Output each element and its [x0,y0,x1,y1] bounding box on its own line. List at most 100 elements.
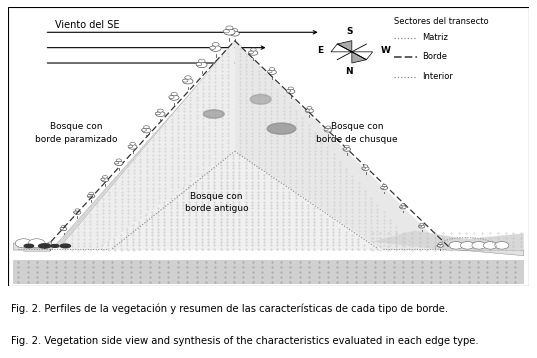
Circle shape [130,142,135,145]
Circle shape [46,244,50,246]
Polygon shape [24,41,235,251]
Polygon shape [235,41,446,250]
Text: Bosque con
borde de chusque: Bosque con borde de chusque [316,122,398,144]
Circle shape [250,48,256,51]
Ellipse shape [51,245,59,247]
Circle shape [169,95,179,100]
Polygon shape [331,44,352,52]
Circle shape [47,244,53,247]
Circle shape [103,175,107,178]
Circle shape [419,225,425,228]
Circle shape [196,63,202,66]
Circle shape [60,228,63,229]
Ellipse shape [24,244,34,248]
Circle shape [307,106,312,109]
Circle shape [343,148,347,150]
Circle shape [286,90,291,92]
Circle shape [89,192,93,195]
Circle shape [381,187,384,188]
Circle shape [155,112,161,115]
Circle shape [101,178,109,182]
Circle shape [460,242,475,249]
Ellipse shape [204,110,224,118]
Circle shape [381,186,388,190]
Text: Fig. 2. Perfiles de la vegetación y resumen de las características de cada tipo : Fig. 2. Perfiles de la vegetación y resu… [11,304,448,314]
Circle shape [197,62,207,68]
Text: Sectores del transecto: Sectores del transecto [394,17,488,26]
Circle shape [87,195,91,197]
Circle shape [185,76,191,79]
Circle shape [288,87,293,90]
Circle shape [437,245,440,246]
Circle shape [483,242,497,249]
Polygon shape [60,41,235,250]
Circle shape [116,159,121,162]
Circle shape [267,71,272,73]
Circle shape [101,178,105,180]
Circle shape [88,194,95,198]
Text: Matriz: Matriz [422,33,448,42]
Circle shape [128,145,137,149]
Circle shape [495,242,509,249]
Circle shape [305,109,309,111]
Circle shape [418,225,422,227]
Circle shape [306,108,314,113]
Circle shape [224,29,235,35]
Polygon shape [446,249,524,256]
Text: N: N [345,67,353,76]
Circle shape [400,206,403,208]
Circle shape [270,68,275,71]
Circle shape [420,223,424,225]
Circle shape [343,147,351,151]
Circle shape [400,205,406,209]
Circle shape [48,242,52,244]
Bar [13,260,524,284]
Circle shape [382,184,387,187]
Circle shape [74,211,77,213]
Circle shape [171,92,177,96]
Circle shape [231,29,237,32]
Circle shape [362,167,369,170]
Text: W: W [381,46,390,55]
Ellipse shape [39,244,50,248]
Circle shape [439,243,442,245]
Ellipse shape [267,123,296,134]
Circle shape [268,70,277,74]
Circle shape [324,128,332,132]
Circle shape [345,145,349,148]
Circle shape [230,31,240,36]
Circle shape [157,109,163,112]
Circle shape [74,211,81,214]
Circle shape [438,244,443,247]
Circle shape [401,204,405,206]
Text: Fig. 2. Vegetation side view and synthesis of the characteristics evaluated in e: Fig. 2. Vegetation side view and synthes… [11,336,478,346]
Text: Borde: Borde [422,52,447,61]
Circle shape [183,79,188,82]
Text: Interior: Interior [422,72,453,81]
Circle shape [61,226,66,228]
Circle shape [364,165,368,167]
Circle shape [199,59,205,63]
Text: S: S [346,28,352,37]
Circle shape [362,167,366,169]
Circle shape [249,50,258,55]
Circle shape [326,126,331,129]
Circle shape [324,129,328,131]
Polygon shape [337,41,352,52]
Polygon shape [97,151,383,250]
Circle shape [249,51,253,54]
Circle shape [210,45,221,51]
Circle shape [115,161,123,165]
Text: Viento del SE: Viento del SE [55,20,119,30]
Circle shape [209,46,216,49]
Text: Bosque con
borde antiguo: Bosque con borde antiguo [185,192,248,213]
Polygon shape [13,243,50,250]
Circle shape [472,242,486,249]
Circle shape [212,43,219,46]
Circle shape [223,30,229,33]
Circle shape [230,32,235,34]
Text: Bosque con
borde paramizado: Bosque con borde paramizado [34,122,117,144]
Circle shape [156,112,165,117]
Circle shape [142,128,151,133]
Text: E: E [317,46,323,55]
